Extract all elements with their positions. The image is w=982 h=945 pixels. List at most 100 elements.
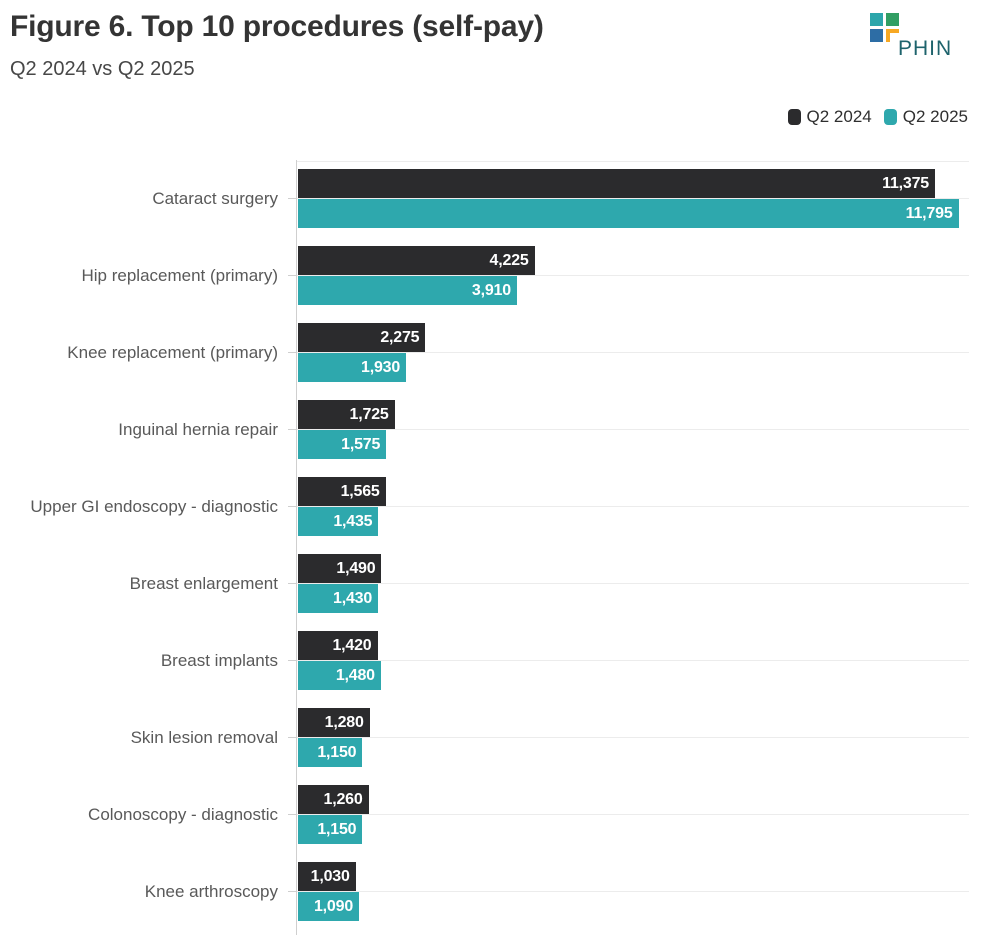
- value-label: 1,435: [333, 512, 373, 530]
- axis-tick: [288, 660, 296, 661]
- bar-q2-2025-hip-replacement-primary-: 3,910: [298, 276, 517, 305]
- chart-row-knee-replacement-primary-: 2,275 1,930: [288, 314, 969, 391]
- value-label: 1,150: [317, 743, 357, 761]
- bar-q2-2024-upper-gi-endoscopy-diagnostic: 1,565: [298, 477, 386, 506]
- figure-subtitle: Q2 2024 vs Q2 2025: [10, 58, 195, 80]
- logo-corner-bracket-icon: [886, 29, 899, 42]
- axis-tick: [288, 429, 296, 430]
- category-label-breast-enlargement: Breast enlargement: [129, 573, 278, 593]
- value-label: 1,725: [349, 405, 389, 423]
- value-label: 4,225: [489, 251, 529, 269]
- legend-swatch-q2-2025: [883, 109, 897, 125]
- legend-swatch-q2-2024: [787, 109, 801, 125]
- bar-q2-2025-knee-replacement-primary-: 1,930: [298, 353, 407, 382]
- category-label-colonoscopy-diagnostic: Colonoscopy - diagnostic: [88, 804, 278, 824]
- bar-q2-2025-breast-enlargement: 1,430: [298, 584, 379, 613]
- logo-square-blue: [870, 29, 883, 42]
- axis-tick: [288, 583, 296, 584]
- bar-q2-2025-skin-lesion-removal: 1,150: [298, 738, 363, 767]
- category-label-knee-replacement-primary-: Knee replacement (primary): [67, 342, 278, 362]
- axis-tick: [288, 814, 296, 815]
- bar-q2-2025-colonoscopy-diagnostic: 1,150: [298, 815, 363, 844]
- value-label: 2,275: [380, 328, 420, 346]
- gridline: [297, 506, 969, 507]
- value-label: 1,480: [335, 666, 375, 684]
- gridline: [297, 660, 969, 661]
- phin-logo-squares: [870, 13, 899, 42]
- phin-logo-text: PHIN: [898, 37, 953, 60]
- figure-title: Figure 6. Top 10 procedures (self-pay): [10, 10, 544, 43]
- value-label: 1,030: [310, 867, 350, 885]
- category-label-knee-arthroscopy: Knee arthroscopy: [144, 881, 278, 901]
- chart-row-hip-replacement-primary-: 4,225 3,910: [288, 237, 969, 314]
- value-label: 1,565: [340, 482, 380, 500]
- bar-q2-2025-breast-implants: 1,480: [298, 661, 381, 690]
- value-label: 1,260: [323, 790, 363, 808]
- chart-row-breast-implants: 1,420 1,480: [288, 622, 969, 699]
- plot-area: 11,375 11,795 4,225 3,910 2,275 1,930 1,725 1,5…: [288, 160, 969, 935]
- value-label: 1,090: [313, 897, 354, 915]
- category-label-skin-lesion-removal: Skin lesion removal: [130, 727, 278, 747]
- chart-row-cataract-surgery: 11,375 11,795: [288, 160, 969, 237]
- bar-q2-2025-cataract-surgery: 11,795: [298, 199, 959, 228]
- value-label: 3,910: [471, 281, 511, 299]
- chart-row-inguinal-hernia-repair: 1,725 1,575: [288, 391, 969, 468]
- axis-tick: [288, 506, 296, 507]
- bar-q2-2024-colonoscopy-diagnostic: 1,260: [298, 785, 369, 814]
- gridline: [297, 814, 969, 815]
- bar-q2-2024-breast-implants: 1,420: [298, 631, 378, 660]
- bar-q2-2025-knee-arthroscopy: 1,090: [298, 892, 360, 921]
- gridline: [297, 352, 969, 353]
- category-label-breast-implants: Breast implants: [160, 650, 278, 670]
- gridline: [297, 737, 969, 738]
- chart-legend: Q2 2024 Q2 2025: [787, 107, 968, 127]
- chart-row-upper-gi-endoscopy-diagnostic: 1,565 1,435: [288, 468, 969, 545]
- axis-tick: [288, 352, 296, 353]
- category-label-upper-gi-endoscopy-diagnostic: Upper GI endoscopy - diagnostic: [30, 496, 278, 516]
- value-label: 11,375: [882, 174, 929, 192]
- value-label: 11,795: [905, 204, 953, 222]
- category-label-hip-replacement-primary-: Hip replacement (primary): [81, 265, 279, 285]
- category-labels: Cataract surgery Hip replacement (primary…: [0, 160, 288, 930]
- category-label-cataract-surgery: Cataract surgery: [152, 188, 278, 208]
- bar-q2-2025-inguinal-hernia-repair: 1,575: [298, 430, 387, 459]
- chart-row-colonoscopy-diagnostic: 1,260 1,150: [288, 776, 969, 853]
- legend-label: Q2 2024: [806, 107, 872, 126]
- bar-q2-2024-breast-enlargement: 1,490: [298, 554, 382, 583]
- logo-square-teal: [870, 13, 883, 26]
- plot-top-gridline: [297, 161, 969, 162]
- bar-q2-2024-skin-lesion-removal: 1,280: [298, 708, 370, 737]
- phin-logo: PHIN: [870, 13, 965, 60]
- axis-tick: [288, 198, 296, 199]
- bar-q2-2024-hip-replacement-primary-: 4,225: [298, 246, 535, 275]
- legend-label: Q2 2025: [902, 107, 968, 126]
- value-label: 1,575: [341, 435, 381, 453]
- category-label-inguinal-hernia-repair: Inguinal hernia repair: [118, 419, 278, 439]
- chart-row-breast-enlargement: 1,490 1,430: [288, 545, 969, 622]
- legend-item-q2-2024: Q2 2024: [787, 107, 872, 127]
- value-label: 1,280: [324, 713, 364, 731]
- gridline: [297, 891, 969, 892]
- gridline: [297, 275, 969, 276]
- axis-tick: [288, 737, 296, 738]
- bar-q2-2024-knee-replacement-primary-: 2,275: [298, 323, 426, 352]
- bar-q2-2024-knee-arthroscopy: 1,030: [298, 862, 356, 891]
- chart-row-knee-arthroscopy: 1,030 1,090: [288, 853, 969, 930]
- bar-q2-2025-upper-gi-endoscopy-diagnostic: 1,435: [298, 507, 379, 536]
- chart-area: Cataract surgery Hip replacement (primary…: [0, 160, 982, 935]
- axis-tick: [288, 891, 296, 892]
- bar-q2-2024-cataract-surgery: 11,375: [298, 169, 935, 198]
- value-label: 1,420: [332, 636, 372, 654]
- value-label: 1,430: [333, 589, 373, 607]
- value-label: 1,930: [361, 358, 401, 376]
- logo-square-green: [886, 13, 899, 26]
- value-label: 1,490: [336, 559, 376, 577]
- value-label: 1,150: [317, 820, 357, 838]
- legend-item-q2-2025: Q2 2025: [883, 107, 968, 127]
- gridline: [297, 198, 969, 199]
- gridline: [297, 429, 969, 430]
- chart-row-skin-lesion-removal: 1,280 1,150: [288, 699, 969, 776]
- axis-tick: [288, 275, 296, 276]
- gridline: [297, 583, 969, 584]
